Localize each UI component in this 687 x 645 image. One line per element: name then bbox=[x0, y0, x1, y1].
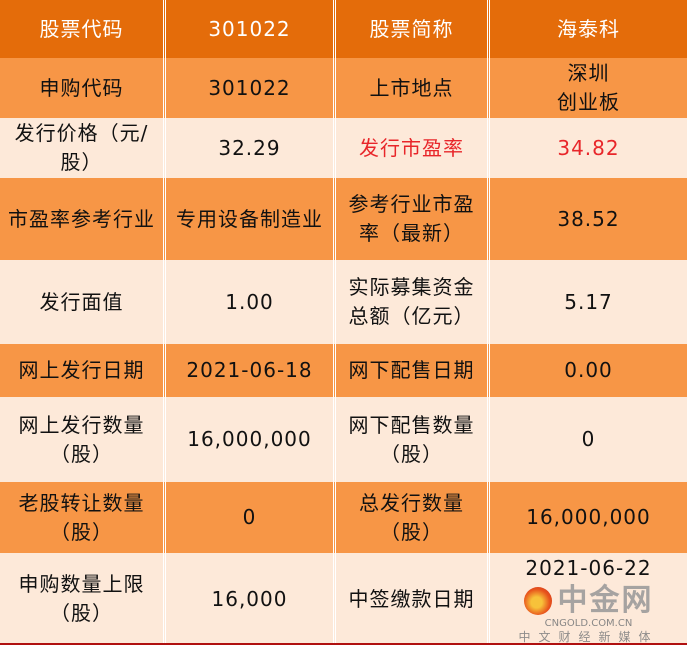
field-value-cell: 1.00 bbox=[166, 260, 336, 344]
field-value: 0 bbox=[581, 427, 596, 451]
field-value-cell: 34.82 bbox=[490, 118, 687, 178]
field-label-cell: 实际募集资金总额（亿元） bbox=[336, 260, 490, 344]
field-label: 网上发行日期 bbox=[18, 358, 145, 382]
field-value: 38.52 bbox=[557, 206, 620, 231]
field-label-cell: 网下配售日期 bbox=[336, 344, 490, 397]
field-label-cell: 申购代码 bbox=[0, 58, 166, 118]
table-row: 网上发行数量（股） 16,000,000 网下配售数量（股） 0 bbox=[0, 397, 687, 482]
field-value-cell: 16,000 bbox=[166, 553, 336, 645]
field-value-cell: 2021-06-22 中金网 CNGOLD.COM.CN 中文财经新媒体 bbox=[490, 553, 687, 645]
field-label: 股票简称 bbox=[369, 16, 454, 41]
field-value: 5.17 bbox=[564, 289, 613, 314]
field-label-cell: 发行价格（元/股） bbox=[0, 118, 166, 178]
field-value-cell: 38.52 bbox=[490, 178, 687, 260]
field-value-cell: 32.29 bbox=[166, 118, 336, 178]
field-label-cell: 股票代码 bbox=[0, 0, 166, 58]
field-label: 申购代码 bbox=[39, 75, 124, 100]
table-row: 网上发行日期 2021-06-18 网下配售日期 0.00 bbox=[0, 344, 687, 397]
field-label-cell: 网上发行日期 bbox=[0, 344, 166, 397]
field-label-cell: 网上发行数量（股） bbox=[0, 397, 166, 482]
field-value: 2021-06-22 bbox=[525, 556, 652, 580]
watermark-logo-row: 中金网 bbox=[499, 584, 679, 618]
field-value: 2021-06-18 bbox=[186, 358, 313, 382]
field-value-cell: 海泰科 bbox=[490, 0, 687, 58]
field-value-cell: 5.17 bbox=[490, 260, 687, 344]
field-label-cell: 发行市盈率 bbox=[336, 118, 490, 178]
field-label: 中签缴款日期 bbox=[348, 586, 475, 611]
field-value-cell: 深圳 创业板 bbox=[490, 58, 687, 118]
table-row: 股票代码 301022 股票简称 海泰科 bbox=[0, 0, 687, 58]
table-row: 发行价格（元/股） 32.29 发行市盈率 34.82 bbox=[0, 118, 687, 178]
field-label-cell: 参考行业市盈率（最新） bbox=[336, 178, 490, 260]
field-label: 发行面值 bbox=[39, 289, 124, 314]
field-label-cell: 股票简称 bbox=[336, 0, 490, 58]
field-label-cell: 市盈率参考行业 bbox=[0, 178, 166, 260]
field-label-cell: 上市地点 bbox=[336, 58, 490, 118]
field-label-cell: 网下配售数量（股） bbox=[336, 397, 490, 482]
field-value: 16,000,000 bbox=[187, 427, 312, 451]
field-value-cell: 301022 bbox=[166, 0, 336, 58]
field-value: 海泰科 bbox=[557, 16, 620, 41]
field-value: 34.82 bbox=[557, 135, 620, 160]
field-label: 发行价格（元/股） bbox=[14, 121, 149, 174]
bottom-border bbox=[0, 643, 687, 645]
table-row: 老股转让数量（股） 0 总发行数量（股） 16,000,000 bbox=[0, 482, 687, 553]
field-label-cell: 老股转让数量（股） bbox=[0, 482, 166, 553]
field-value: 0 bbox=[242, 505, 257, 529]
field-label: 网下配售日期 bbox=[348, 358, 475, 382]
field-label: 参考行业市盈率（最新） bbox=[348, 192, 475, 245]
field-label: 网上发行数量（股） bbox=[18, 412, 145, 466]
field-label: 市盈率参考行业 bbox=[8, 206, 155, 231]
watermark: 中金网 CNGOLD.COM.CN 中文财经新媒体 bbox=[499, 584, 679, 645]
field-value-cell: 0 bbox=[166, 482, 336, 553]
field-value: 16,000,000 bbox=[526, 505, 651, 529]
table-row: 发行面值 1.00 实际募集资金总额（亿元） 5.17 bbox=[0, 260, 687, 344]
watermark-url: CNGOLD.COM.CN bbox=[544, 618, 633, 629]
field-label: 申购数量上限（股） bbox=[18, 572, 145, 625]
field-label-cell: 发行面值 bbox=[0, 260, 166, 344]
table-row: 市盈率参考行业 专用设备制造业 参考行业市盈率（最新） 38.52 bbox=[0, 178, 687, 260]
field-value-cell: 0.00 bbox=[490, 344, 687, 397]
field-value: 深圳 创业板 bbox=[557, 61, 620, 114]
field-label-cell: 总发行数量（股） bbox=[336, 482, 490, 553]
field-value: 32.29 bbox=[218, 135, 281, 160]
field-value: 0.00 bbox=[564, 358, 613, 382]
watermark-brand: 中金网 bbox=[557, 583, 654, 618]
field-label: 发行市盈率 bbox=[359, 135, 464, 160]
field-label-cell: 中签缴款日期 bbox=[336, 553, 490, 645]
field-value: 16,000 bbox=[211, 586, 288, 611]
cngold-logo-icon bbox=[523, 587, 552, 615]
field-label: 股票代码 bbox=[39, 16, 124, 41]
field-label: 老股转让数量（股） bbox=[18, 490, 145, 544]
field-value: 专用设备制造业 bbox=[176, 206, 323, 231]
field-label: 网下配售数量（股） bbox=[348, 412, 475, 466]
watermark-tagline: 中文财经新媒体 bbox=[518, 630, 659, 644]
field-value: 1.00 bbox=[225, 289, 274, 314]
field-label-cell: 申购数量上限（股） bbox=[0, 553, 166, 645]
field-label: 实际募集资金总额（亿元） bbox=[348, 275, 475, 328]
field-label: 上市地点 bbox=[369, 75, 454, 100]
table-row: 申购代码 301022 上市地点 深圳 创业板 bbox=[0, 58, 687, 118]
field-label: 总发行数量（股） bbox=[359, 490, 464, 544]
field-value-cell: 2021-06-18 bbox=[166, 344, 336, 397]
field-value: 301022 bbox=[208, 75, 291, 100]
field-value-cell: 16,000,000 bbox=[490, 482, 687, 553]
field-value-cell: 专用设备制造业 bbox=[166, 178, 336, 260]
field-value: 301022 bbox=[208, 16, 291, 41]
field-value-cell: 16,000,000 bbox=[166, 397, 336, 482]
table-row: 申购数量上限（股） 16,000 中签缴款日期 2021-06-22 中金网 CNGO… bbox=[0, 553, 687, 645]
field-value-cell: 0 bbox=[490, 397, 687, 482]
field-value-cell: 301022 bbox=[166, 58, 336, 118]
